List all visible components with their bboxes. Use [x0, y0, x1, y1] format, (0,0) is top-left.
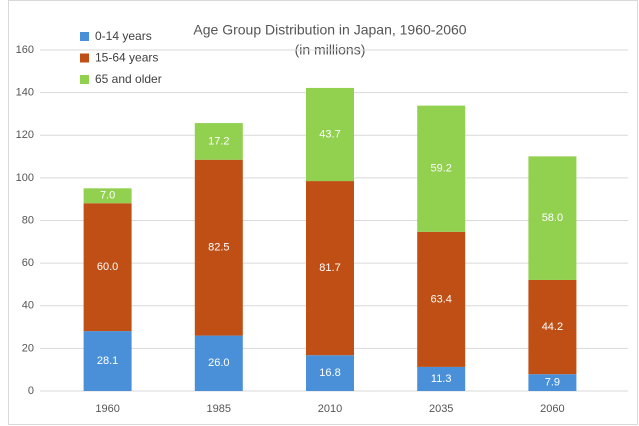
bar-segment	[417, 366, 466, 391]
data-label: 43.7	[319, 128, 340, 140]
bar-segment	[528, 156, 577, 280]
y-tick-label: 60	[22, 257, 34, 269]
bar-segment	[194, 123, 243, 160]
bar-segment	[194, 335, 243, 391]
bar-segment	[83, 331, 132, 391]
bar-segment	[528, 279, 577, 375]
legend-label: 15-64 years	[95, 51, 158, 65]
bar-segment	[306, 181, 354, 356]
legend-swatch	[80, 53, 89, 63]
y-tick-label: 100	[16, 172, 34, 184]
chart-title: Age Group Distribution in Japan, 1960-20…	[193, 22, 466, 38]
bar-segment	[83, 203, 132, 332]
bar-segment	[306, 87, 354, 182]
x-tick-label: 2035	[429, 403, 453, 415]
data-label: 16.8	[319, 367, 340, 379]
y-tick-label: 120	[16, 129, 34, 141]
y-tick-label: 80	[22, 214, 34, 226]
bar-segment	[417, 231, 466, 367]
data-label: 26.0	[208, 357, 229, 369]
y-tick-label: 140	[16, 87, 34, 99]
y-tick-label: 0	[28, 385, 34, 397]
data-label: 60.0	[97, 261, 118, 273]
x-tick-label: 1960	[95, 403, 119, 415]
bar-segment	[417, 105, 466, 232]
y-tick-label: 160	[16, 44, 34, 56]
y-tick-label: 20	[22, 342, 34, 354]
data-label: 81.7	[319, 262, 340, 274]
x-tick-label: 2060	[540, 403, 564, 415]
legend-swatch	[80, 32, 89, 41]
legend-label: 65 and older	[95, 72, 162, 86]
data-label: 7.0	[100, 190, 115, 202]
x-tick-label: 1985	[207, 403, 231, 415]
bar-segment	[194, 159, 243, 336]
data-label: 17.2	[208, 135, 229, 147]
data-label: 11.3	[431, 373, 452, 385]
legend-label: 0-14 years	[95, 29, 152, 43]
bar-segment	[83, 188, 132, 204]
data-label: 28.1	[97, 355, 118, 367]
data-label: 63.4	[430, 293, 451, 305]
data-label: 58.0	[542, 212, 563, 224]
data-label: 82.5	[208, 242, 229, 254]
data-label: 44.2	[542, 321, 563, 333]
bar-segment	[306, 355, 354, 391]
data-label: 7.9	[545, 376, 560, 388]
data-label: 59.2	[430, 163, 451, 175]
x-tick-label: 2010	[318, 403, 342, 415]
legend-swatch	[80, 75, 89, 84]
bar-segment	[528, 374, 577, 391]
y-tick-label: 40	[22, 300, 34, 312]
